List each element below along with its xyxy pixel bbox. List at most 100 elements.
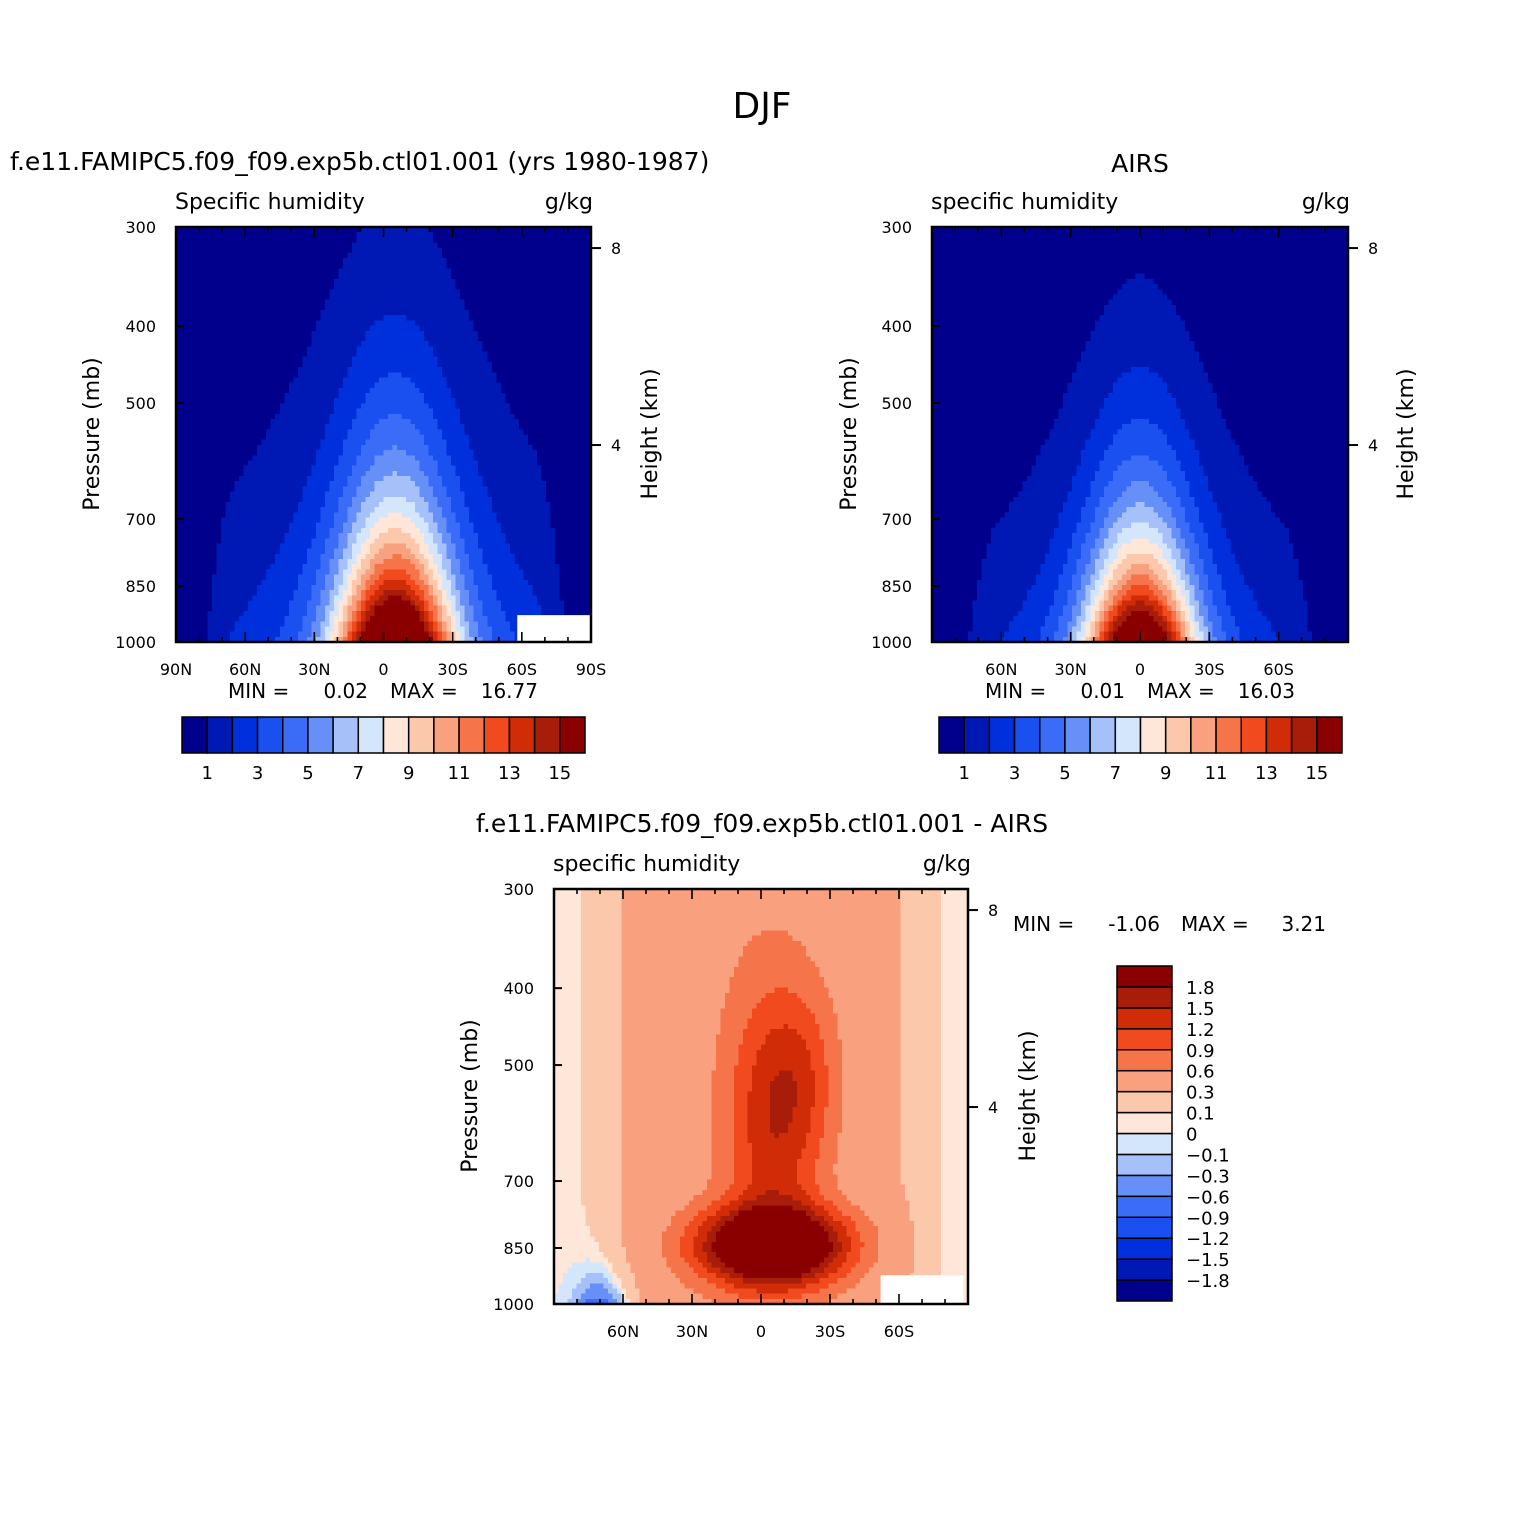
- field-cell: [393, 243, 398, 249]
- field-cell: [483, 310, 488, 316]
- field-cell: [528, 253, 533, 259]
- field-cell: [343, 274, 348, 280]
- field-cell: [537, 310, 542, 316]
- field-cell: [411, 274, 416, 280]
- field-cell: [374, 258, 379, 264]
- field-cell: [573, 341, 578, 347]
- field-cell: [442, 326, 447, 332]
- field-cell: [514, 243, 519, 249]
- field-cell: [343, 263, 348, 269]
- field-cell: [334, 269, 339, 275]
- field-cell: [203, 294, 208, 300]
- field-cell: [492, 294, 497, 300]
- field-cell: [257, 341, 262, 347]
- field-cell: [514, 320, 519, 326]
- field-cell: [316, 258, 321, 264]
- field-cell: [393, 310, 398, 316]
- field-cell: [208, 253, 213, 259]
- field-cell: [194, 341, 199, 347]
- field-cell: [384, 248, 389, 254]
- field-cell: [496, 237, 501, 243]
- field-cell: [356, 326, 361, 332]
- field-cell: [374, 289, 379, 295]
- field-cell: [338, 289, 343, 295]
- field-cell: [343, 336, 348, 342]
- field-cell: [244, 253, 249, 259]
- field-cell: [352, 237, 357, 243]
- field-cell: [329, 258, 334, 264]
- field-cell: [266, 305, 271, 311]
- field-cell: [221, 336, 226, 342]
- field-cell: [356, 305, 361, 311]
- field-cell: [465, 274, 470, 280]
- field-cell: [546, 248, 551, 254]
- field-cell: [469, 326, 474, 332]
- field-cell: [266, 331, 271, 337]
- field-cell: [469, 269, 474, 275]
- field-cell: [384, 253, 389, 259]
- field-cell: [397, 341, 402, 347]
- field-cell: [190, 269, 195, 275]
- field-cell: [334, 263, 339, 269]
- field-cell: [289, 300, 294, 306]
- field-cell: [298, 248, 303, 254]
- field-cell: [465, 310, 470, 316]
- field-cell: [577, 336, 582, 342]
- field-cell: [334, 320, 339, 326]
- field-cell: [388, 336, 393, 342]
- field-cell: [433, 243, 438, 249]
- field-cell: [379, 258, 384, 264]
- field-cell: [456, 243, 461, 249]
- field-cell: [307, 269, 312, 275]
- field-cell: [397, 300, 402, 306]
- field-cell: [230, 269, 235, 275]
- field-cell: [568, 269, 573, 275]
- field-cell: [537, 237, 542, 243]
- field-cell: [316, 253, 321, 259]
- field-cell: [456, 237, 461, 243]
- field-cell: [266, 294, 271, 300]
- field-cell: [370, 320, 375, 326]
- field-cell: [559, 289, 564, 295]
- field-cell: [582, 336, 587, 342]
- field-cell: [235, 289, 240, 295]
- field-cell: [338, 253, 343, 259]
- field-cell: [532, 279, 537, 285]
- field-cell: [402, 263, 407, 269]
- field-cell: [320, 341, 325, 347]
- field-cell: [235, 243, 240, 249]
- field-cell: [424, 294, 429, 300]
- field-cell: [519, 336, 524, 342]
- field-cell: [532, 294, 537, 300]
- field-cell: [194, 294, 199, 300]
- field-cell: [289, 263, 294, 269]
- field-cell: [248, 232, 253, 238]
- field-cell: [181, 305, 186, 311]
- field-cell: [388, 263, 393, 269]
- field-cell: [316, 269, 321, 275]
- field-cell: [429, 284, 434, 290]
- field-cell: [325, 294, 330, 300]
- field-cell: [266, 258, 271, 264]
- field-cell: [271, 310, 276, 316]
- field-cell: [262, 237, 267, 243]
- field-cell: [537, 300, 542, 306]
- field-cell: [284, 294, 289, 300]
- field-cell: [478, 326, 483, 332]
- field-cell: [361, 258, 366, 264]
- field-cell: [338, 326, 343, 332]
- field-cell: [546, 269, 551, 275]
- field-cell: [442, 336, 447, 342]
- field-cell: [397, 289, 402, 295]
- field-cell: [388, 279, 393, 285]
- field-cell: [415, 269, 420, 275]
- field-cell: [248, 326, 253, 332]
- field-cell: [523, 232, 528, 238]
- field-cell: [262, 305, 267, 311]
- field-cell: [307, 315, 312, 321]
- field-cell: [402, 284, 407, 290]
- field-cell: [528, 274, 533, 280]
- field-cell: [316, 294, 321, 300]
- field-cell: [456, 320, 461, 326]
- field-cell: [289, 269, 294, 275]
